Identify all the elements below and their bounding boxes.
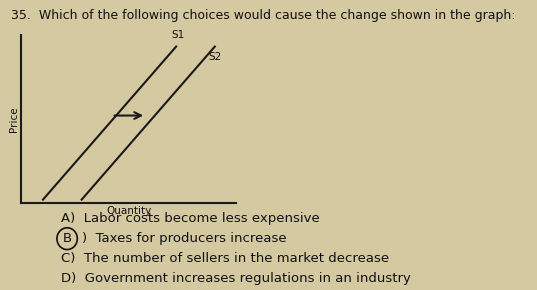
Text: S1: S1	[172, 30, 185, 40]
Text: 35.  Which of the following choices would cause the change shown in the graph:: 35. Which of the following choices would…	[11, 9, 515, 22]
Y-axis label: Price: Price	[9, 106, 19, 132]
Text: )  Taxes for producers increase: ) Taxes for producers increase	[82, 232, 286, 245]
Text: B: B	[63, 232, 71, 245]
Text: C)  The number of sellers in the market decrease: C) The number of sellers in the market d…	[61, 252, 389, 265]
Text: A)  Labor costs become less expensive: A) Labor costs become less expensive	[61, 213, 320, 225]
Text: S2: S2	[208, 52, 222, 61]
Text: D)  Government increases regulations in an industry: D) Government increases regulations in a…	[61, 272, 411, 284]
X-axis label: Quantity: Quantity	[106, 206, 151, 216]
